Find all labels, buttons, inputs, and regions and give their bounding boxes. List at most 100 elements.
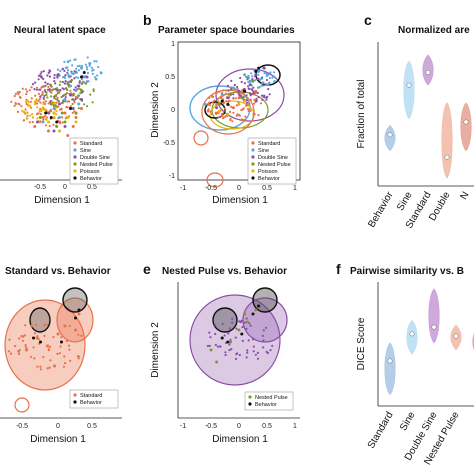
panel-a-point (80, 107, 83, 110)
panel-b-point (238, 114, 241, 117)
panel-a-point (48, 90, 51, 93)
panel-b-point (220, 112, 224, 116)
panel-b-xtick: -0.5 (205, 185, 217, 192)
panel-d-point (23, 334, 26, 337)
panel-a-point (59, 80, 62, 83)
panel-a-point (75, 76, 78, 79)
panel-e-xlabel: Dimension 1 (212, 434, 268, 445)
panel-b-point (250, 88, 254, 91)
panel-b-legend-marker (251, 169, 255, 173)
panel-b-point (257, 114, 260, 117)
panel-a-point (65, 92, 68, 95)
panel-b-ytick: 1 (171, 41, 175, 48)
panel-e-point (236, 352, 239, 355)
panel-a-point (44, 102, 47, 106)
panel-e-point (252, 350, 255, 353)
panel-a-point (66, 60, 69, 63)
panel-a-legend-box (69, 137, 119, 185)
panel-b-point (251, 75, 254, 78)
panel-a-point (44, 124, 48, 127)
panel-a-point (41, 120, 45, 124)
panel-a-point (95, 77, 98, 81)
panel-b-point (237, 89, 241, 93)
panel-b-boundary-behavior (204, 101, 226, 119)
panel-e-point (221, 322, 224, 326)
panel-a-point (33, 101, 36, 104)
panel-a-point (73, 110, 76, 113)
panel-f-violin (428, 288, 440, 344)
panel-b-point (232, 93, 235, 96)
panel-a-point (32, 116, 35, 119)
panel-a-point (84, 82, 88, 85)
panel-a-point (56, 73, 59, 76)
panel-a-point (23, 110, 26, 113)
panel-d-point (32, 336, 35, 340)
panel-b-point (253, 98, 256, 101)
panel-d-point (63, 362, 67, 365)
panel-c-title: Normalized are (398, 25, 470, 36)
panel-b-point (260, 84, 263, 87)
panel-b-point (242, 118, 245, 121)
panel-b-point (248, 87, 251, 90)
panel-d-point (25, 348, 28, 352)
panel-d-point (68, 324, 71, 327)
panel-a-point (26, 117, 29, 120)
panel-c-median (444, 154, 450, 160)
panel-a-point (63, 69, 66, 72)
panel-a-point (46, 88, 50, 91)
panel-e-point (234, 357, 238, 360)
panel-a-point (26, 111, 29, 114)
panel-a-point (42, 70, 46, 73)
panel-b-point (239, 76, 242, 80)
panel-d-point (56, 352, 59, 355)
panel-d-region-behavior (29, 307, 51, 333)
panel-a-point (50, 91, 53, 94)
panel-d-point (60, 336, 63, 339)
panel-a-point (17, 102, 20, 105)
panel-a-point (49, 102, 53, 106)
panel-e-point (219, 345, 222, 348)
panel-b-point (217, 109, 221, 113)
panel-a-xlabel: Dimension 1 (34, 195, 90, 206)
panel-d-point (77, 333, 80, 336)
panel-a-point (28, 104, 32, 107)
panel-e-point (214, 332, 217, 336)
panel-a-point (37, 78, 40, 81)
panel-a-point (60, 111, 64, 115)
panel-a-legend-marker (73, 176, 77, 180)
panel-a-legend-marker (73, 148, 77, 152)
panel-a-point (37, 99, 40, 103)
panel-a-point (17, 93, 20, 96)
panel-a-point (69, 93, 72, 97)
panel-f-median (409, 331, 415, 337)
panel-b-point (212, 95, 215, 98)
panel-a-point (47, 111, 50, 115)
panel-d-point (33, 332, 37, 335)
panel-a-point (74, 120, 78, 124)
panel-a-point (83, 103, 86, 106)
panel-a-point (47, 85, 50, 89)
panel-b-ticks: -1 -0.5 0 0.5 1 -1 -0.5 0 0.5 1 (163, 41, 297, 192)
panel-a-point (80, 89, 83, 92)
panel-b-legend-box (247, 137, 297, 185)
panel-a-point (26, 90, 29, 93)
panel-a-point (31, 112, 34, 116)
panel-a-point (36, 117, 39, 120)
panel-a-point (56, 89, 60, 92)
panel-e-point (216, 345, 219, 348)
panel-b-point (256, 91, 259, 95)
panel-b-point (221, 89, 225, 92)
panel-a-point (53, 116, 56, 119)
panel-a-point (44, 111, 48, 115)
panel-a-legend-marker (73, 169, 77, 173)
panel-b-point (249, 98, 252, 102)
panel-b-point (215, 92, 218, 95)
panel-a-point (61, 87, 64, 90)
panel-a-point (80, 75, 83, 79)
panel-a-point (74, 111, 78, 115)
panel-b-point (262, 66, 266, 70)
panel-b-point (247, 107, 250, 111)
panel-a-legend-label: Double Sine (80, 155, 110, 161)
panel-d-point (24, 344, 27, 347)
